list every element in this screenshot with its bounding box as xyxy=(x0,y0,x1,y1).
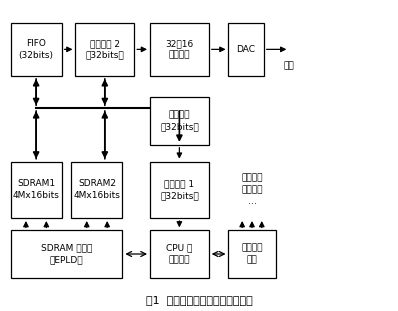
Text: FIFO
(32bits): FIFO (32bits) xyxy=(19,39,54,60)
Text: SDRAM 控制器
（EPLD）: SDRAM 控制器 （EPLD） xyxy=(41,244,92,264)
Bar xyxy=(228,23,264,76)
Text: SDRAM2
4Mx16bits: SDRAM2 4Mx16bits xyxy=(74,179,121,200)
Text: 输出: 输出 xyxy=(284,62,295,71)
Text: 数据锁存 2
（32bits）: 数据锁存 2 （32bits） xyxy=(86,39,124,60)
Bar xyxy=(11,162,62,218)
Bar xyxy=(150,162,209,218)
Text: 32：16
并串转换: 32：16 并串转换 xyxy=(165,39,193,60)
Bar xyxy=(11,23,62,76)
Bar xyxy=(72,162,123,218)
Text: CPU 及
控制接口: CPU 及 控制接口 xyxy=(166,244,193,264)
Text: 图1  任意波形发生器硬件原理框图: 图1 任意波形发生器硬件原理框图 xyxy=(146,295,252,305)
Text: SDRAM1
4Mx16bits: SDRAM1 4Mx16bits xyxy=(13,179,60,200)
Bar xyxy=(150,230,209,278)
Bar xyxy=(75,23,134,76)
Text: DAC: DAC xyxy=(236,45,256,54)
Bar xyxy=(150,23,209,76)
Text: 总线开关
（32bits）: 总线开关 （32bits） xyxy=(160,111,199,132)
Bar xyxy=(228,230,275,278)
Bar xyxy=(11,230,123,278)
Text: 时钟电路
模块: 时钟电路 模块 xyxy=(241,244,263,264)
Bar xyxy=(150,97,209,145)
Text: 数据锁存 1
（32bits）: 数据锁存 1 （32bits） xyxy=(160,179,199,200)
Text: 系统内部
同步时钟
…: 系统内部 同步时钟 … xyxy=(241,174,263,206)
